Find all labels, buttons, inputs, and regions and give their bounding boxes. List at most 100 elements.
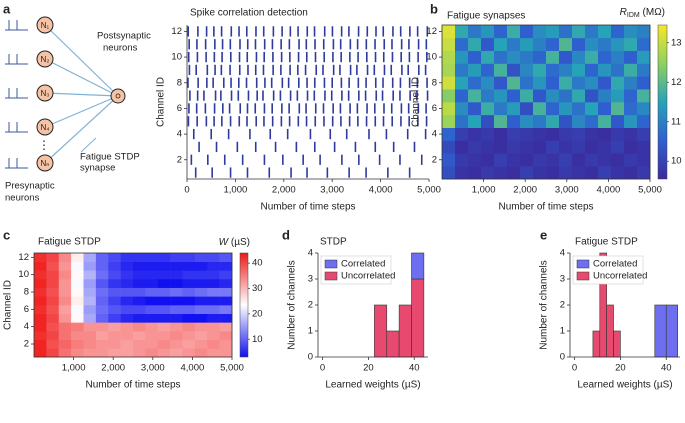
heat-cell [58,331,72,340]
heat-cell [442,166,456,180]
heat-cell [108,313,121,323]
heat-cell [585,89,599,103]
heat-cell [207,322,220,332]
leader-line [80,137,97,153]
heat-cell [533,102,547,116]
heat-cell [58,339,72,349]
heat-cell [95,331,109,340]
heat-cell [120,261,134,271]
heat-cell [611,127,625,141]
heat-cell [157,296,171,306]
heat-cell [133,287,146,297]
heat-cell [507,127,521,141]
heat-cell [34,339,47,349]
spike-icon [5,20,28,31]
y-tick-label: 2 [432,154,437,165]
heat-cell [598,25,612,39]
heat-cell [507,25,521,39]
heat-cell [572,127,586,141]
heat-cell [468,25,482,39]
heat-cell [637,153,651,167]
heat-cell [145,348,159,358]
heat-cell [120,296,134,306]
heat-cell [194,279,208,288]
heat-cell [520,76,534,90]
heat-cell [624,37,638,51]
heat-cell [83,313,97,323]
heat-cell [494,114,508,128]
heat-cell [95,322,109,332]
histogram-bar [613,330,621,358]
y-tick-label: 12 [171,26,182,37]
heat-cell [481,50,495,64]
heat-cell [624,25,638,39]
x-tick-label: 5,000 [417,185,441,196]
histogram-bar [386,330,400,358]
heat-cell [624,166,638,180]
heat-cell [598,37,612,51]
colorbar-tick-label: 13 [671,37,682,48]
neuron [36,16,54,34]
heat-cell [207,296,220,306]
heat-cell [120,348,134,358]
heat-cell [108,287,121,297]
heat-cell [455,140,469,154]
heat-cell [585,37,599,51]
heat-cell [442,140,456,154]
x-tick-label: 2,000 [101,363,125,374]
heat-cell [207,331,220,340]
heat-cell [58,253,72,262]
x-tick-label: 4,000 [597,185,621,196]
heat-cell [182,270,196,280]
heat-cell [182,348,196,358]
heat-cell [533,89,547,103]
colorbar-tick-label: 40 [252,258,263,269]
heat-cell [83,287,97,297]
heat-cell [108,270,121,280]
heat-cell [468,153,482,167]
heat-cell [468,50,482,64]
heat-cell [182,253,196,262]
heat-cell [207,279,220,288]
post-neuron-core [115,93,121,99]
heat-cell [170,305,183,314]
heat-cell [83,348,97,358]
heat-cell [71,296,84,306]
heat-cell [157,331,171,340]
heat-cell [145,287,159,297]
heat-cell [46,322,60,332]
heat-cell [133,261,146,271]
heat-cell [507,76,521,90]
histogram-bar [398,304,412,358]
y-tick-label: 4 [177,129,182,140]
ellipsis: ⋮ [38,138,50,152]
y-tick-label: 8 [24,287,29,298]
heat-cell [533,37,547,51]
plot-frame [33,252,233,358]
heat-cell [157,313,171,323]
heat-cell [559,76,573,90]
heat-cell [520,127,534,141]
heat-cell [624,63,638,77]
heat-cell [442,76,456,90]
neuron-label: N₄ [40,123,49,132]
heat-cell [207,270,220,280]
colorbar-symbol: R [620,7,627,18]
heat-cell [157,305,171,314]
x-tick-label: 20 [363,363,374,374]
heat-cell [481,140,495,154]
heat-cell [559,102,573,116]
heat-cell [598,76,612,90]
colorbar-tick-label: 11 [671,116,681,127]
heat-cell [598,63,612,77]
heat-cell [170,270,183,280]
heat-cell [46,261,60,271]
y-tick-label: 2 [308,300,313,311]
heat-cell [95,287,109,297]
heat-cell [468,76,482,90]
heat-cell [559,50,573,64]
heat-cell [133,348,146,358]
heat-cell [572,166,586,180]
neuron [36,50,54,68]
heat-cell [572,89,586,103]
